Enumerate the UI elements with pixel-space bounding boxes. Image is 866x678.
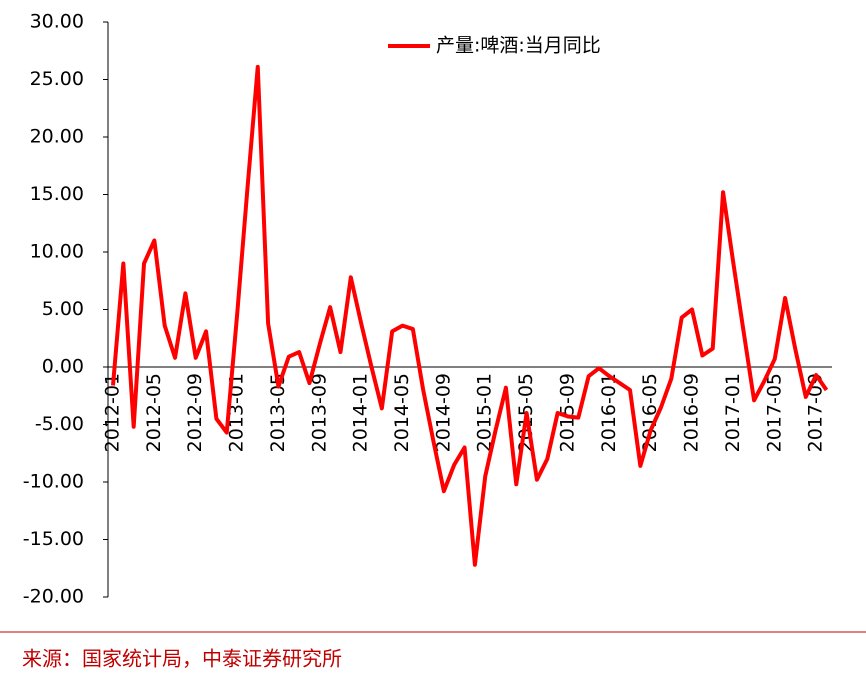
x-tick-label: 2017-09 (805, 373, 827, 452)
y-tick-label: -5.00 (35, 413, 84, 435)
x-tick-label: 2012-01 (102, 373, 124, 452)
x-tick-label: 2016-01 (598, 373, 620, 452)
x-tick-label: 2015-01 (474, 373, 496, 452)
x-tick-label: 2017-05 (763, 373, 785, 452)
x-tick-label: 2014-09 (432, 373, 454, 452)
data-line (111, 64, 829, 567)
x-tick-label: 2014-05 (391, 373, 413, 452)
y-tick-label: -20.00 (23, 586, 84, 608)
x-tick-label: 2014-01 (350, 373, 372, 452)
source-note: 来源：国家统计局，中泰证券研究所 (22, 647, 342, 671)
x-tick-label: 2016-05 (639, 373, 661, 452)
y-tick-label: 0.00 (42, 356, 84, 378)
x-tick-label: 2015-09 (556, 373, 578, 452)
y-tick-label: 15.00 (30, 183, 84, 205)
y-tick-label: 20.00 (30, 126, 84, 148)
x-tick-label: 2016-09 (681, 373, 703, 452)
x-tick-label: 2017-01 (722, 373, 744, 452)
x-tick-label: 2012-05 (143, 373, 165, 452)
y-tick-label: 10.00 (30, 241, 84, 263)
y-tick-label: 25.00 (30, 68, 84, 90)
y-tick-label: -15.00 (23, 528, 84, 550)
y-tick-label: 30.00 (30, 11, 84, 33)
x-tick-label: 2013-05 (267, 373, 289, 452)
legend-label: 产量:啤酒:当月同比 (436, 35, 601, 57)
x-tick-label: 2013-09 (308, 373, 330, 452)
x-tick-label: 2012-09 (184, 373, 206, 452)
y-tick-label: -10.00 (23, 471, 84, 493)
y-tick-label: 5.00 (42, 298, 84, 320)
